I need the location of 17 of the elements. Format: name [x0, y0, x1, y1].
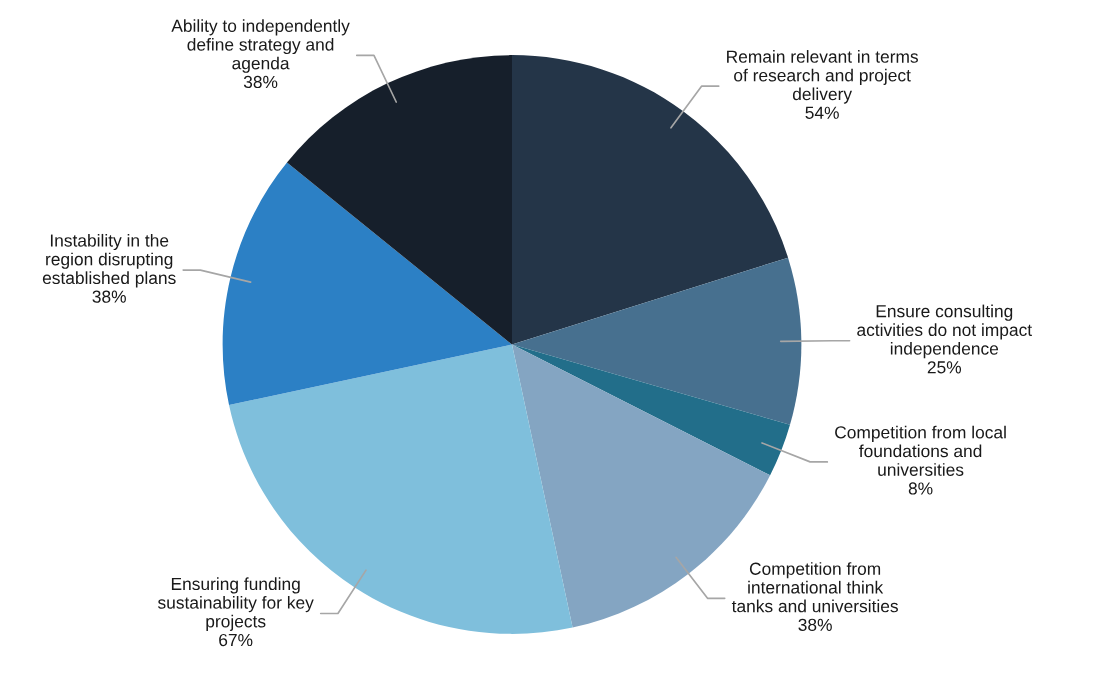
slice-label: Ensuring funding sustainability for key projects: [157, 577, 314, 631]
data-label: 54%: [805, 106, 839, 119]
slice-label: Competition from local foundations and universities: [835, 425, 1006, 476]
data-label: 38%: [243, 75, 278, 89]
slice-label: Competition from international think tanks and universities: [731, 562, 898, 613]
slice-label: Remain relevant in terms of research and project delivery: [727, 50, 918, 104]
pie-slice: [512, 257, 802, 425]
slice-label: Instability in the region disrupting established plans: [42, 233, 176, 288]
slice-label: Ensure consulting activities do not impact independence: [857, 304, 1032, 359]
data-label: 38%: [92, 290, 126, 303]
slice-label: Ability to independently define strategy and agenda: [171, 19, 350, 73]
data-label: 25%: [927, 361, 962, 374]
pie-slice: [222, 162, 512, 406]
data-label: 67%: [219, 633, 253, 647]
data-label: 38%: [798, 618, 832, 632]
data-label: 8%: [908, 482, 933, 495]
pie-slice: [512, 344, 790, 476]
